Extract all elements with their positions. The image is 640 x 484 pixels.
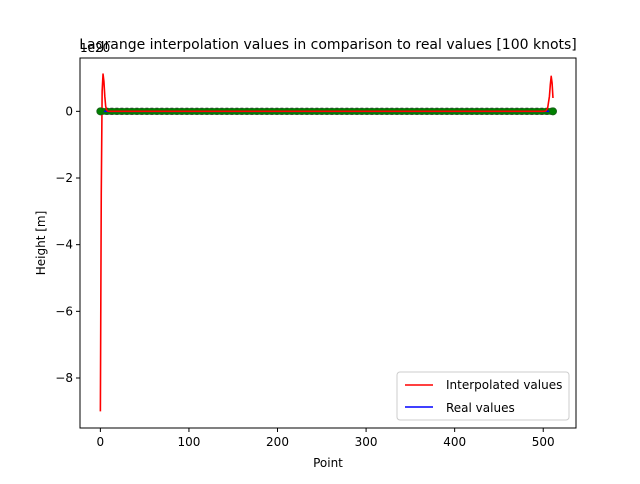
plot-frame (79, 57, 577, 429)
series-layer (96, 73, 557, 412)
x-tick-label: 500 (532, 435, 555, 449)
legend-box (396, 371, 570, 421)
y-tick-label: −4 (55, 238, 73, 252)
series-line-interpolated (99, 73, 554, 412)
y-tick-label: −8 (55, 371, 73, 385)
x-axis-label: Point (313, 456, 343, 470)
y-axis-label: Height [m] (34, 211, 48, 276)
legend-label-interpolated: Interpolated values (446, 378, 562, 392)
x-tick-label: 400 (443, 435, 466, 449)
knot-marker (548, 107, 557, 116)
x-tick-label: 0 (97, 435, 105, 449)
y-tick-label: −6 (55, 304, 73, 318)
knot-marker (96, 107, 105, 116)
x-tick-label: 300 (355, 435, 378, 449)
legend: Interpolated values Real values (396, 371, 570, 421)
x-tick-label: 100 (177, 435, 200, 449)
y-axis: −8 −6 −4 −2 0 (55, 104, 80, 385)
y-scale-label: 1e20 (80, 41, 110, 55)
y-tick-label: 0 (65, 104, 73, 118)
chart-title: Lagrange interpolation values in compari… (79, 37, 577, 53)
x-tick-label: 200 (266, 435, 289, 449)
legend-label-real: Real values (446, 401, 515, 415)
y-tick-label: −2 (55, 171, 73, 185)
x-axis: 0 100 200 300 400 500 (97, 428, 555, 449)
